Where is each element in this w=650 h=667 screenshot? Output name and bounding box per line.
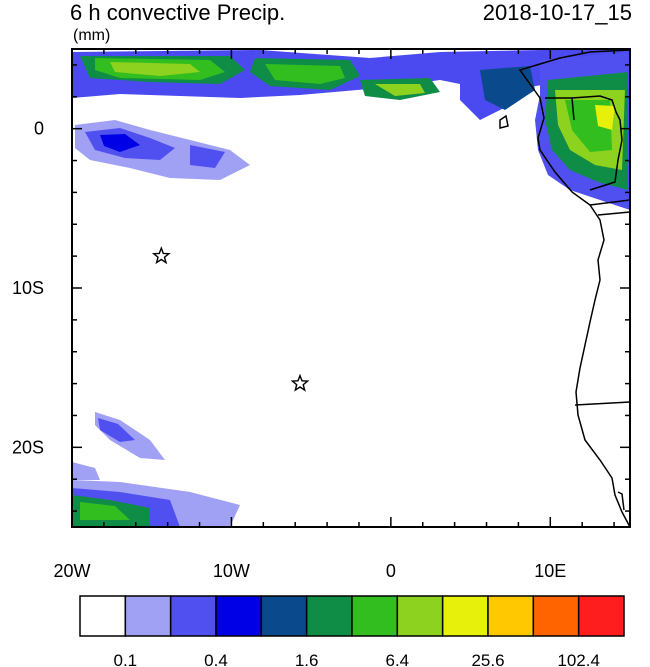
colorbar-swatch bbox=[577, 595, 625, 637]
colorbar-swatch bbox=[215, 595, 263, 637]
colorbar-label: 25.6 bbox=[471, 651, 504, 667]
colorbar-swatch bbox=[441, 595, 489, 637]
colorbar-swatch bbox=[396, 595, 444, 637]
colorbar-label: 6.4 bbox=[386, 651, 410, 667]
x-tick-label: 20W bbox=[53, 561, 90, 581]
colorbar-swatch bbox=[169, 595, 217, 637]
axis-tick-labels: 20W 10W 0 10E 0 10S 20S bbox=[12, 119, 566, 581]
x-tick-label: 10E bbox=[534, 561, 566, 581]
colorbar-label: 0.4 bbox=[204, 651, 228, 667]
y-tick-label: 20S bbox=[12, 437, 44, 457]
y-tick-label: 10S bbox=[12, 278, 44, 298]
x-tick-label: 0 bbox=[386, 561, 396, 581]
station-markers bbox=[151, 246, 310, 392]
colorbar-swatch bbox=[532, 595, 580, 637]
colorbar bbox=[79, 595, 625, 637]
colorbar-swatch bbox=[305, 595, 353, 637]
colorbar-labels: 0.1 0.4 1.6 6.4 25.6 102.4 bbox=[114, 651, 600, 667]
colorbar-swatch bbox=[351, 595, 399, 637]
x-tick-label: 10W bbox=[213, 561, 250, 581]
colorbar-swatch bbox=[260, 595, 308, 637]
star-marker-1 bbox=[151, 246, 171, 265]
units-label: (mm) bbox=[73, 27, 111, 44]
colorbar-swatch bbox=[124, 595, 172, 637]
y-tick-label: 0 bbox=[34, 119, 44, 139]
valid-time: 2018-10-17_15 bbox=[482, 0, 632, 25]
axis-ticks bbox=[71, 49, 630, 527]
map-title: 6 h convective Precip. bbox=[70, 0, 286, 25]
colorbar-swatch bbox=[487, 595, 535, 637]
star-marker-2 bbox=[290, 373, 310, 392]
colorbar-label: 102.4 bbox=[557, 651, 600, 667]
colorbar-swatch bbox=[79, 595, 127, 637]
precip-field bbox=[72, 50, 630, 527]
colorbar-label: 1.6 bbox=[295, 651, 319, 667]
coastline bbox=[499, 49, 630, 527]
colorbar-label: 0.1 bbox=[114, 651, 138, 667]
